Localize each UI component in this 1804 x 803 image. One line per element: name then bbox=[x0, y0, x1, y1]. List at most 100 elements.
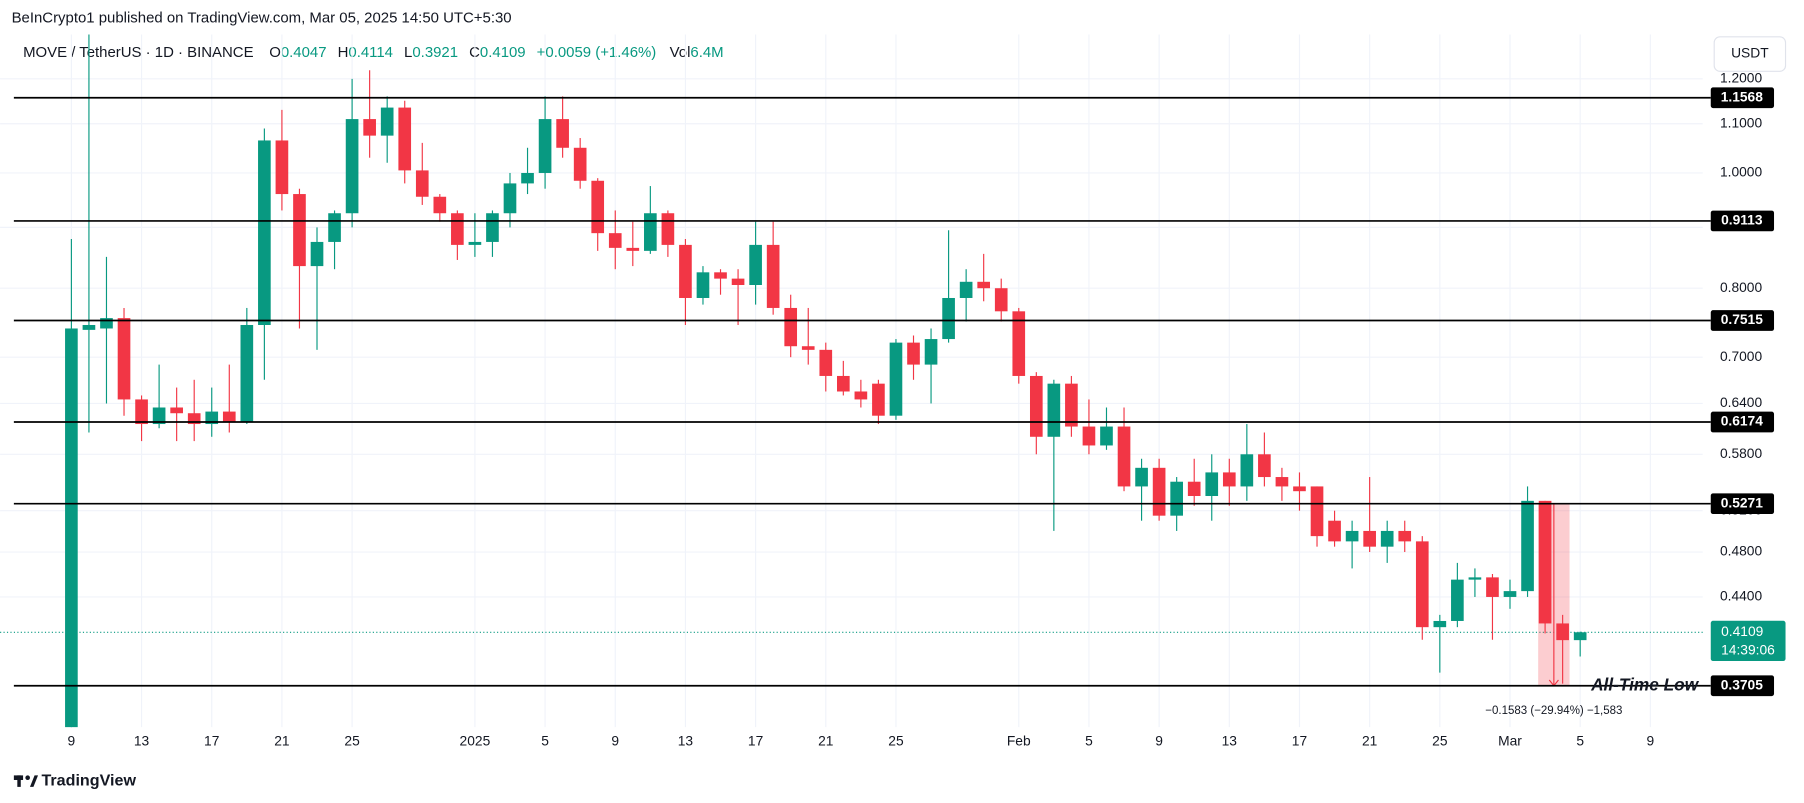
candle-body bbox=[275, 140, 289, 195]
countdown: 14:39:06 bbox=[1721, 642, 1775, 657]
candle-body bbox=[1380, 530, 1394, 547]
x-tick-label: 13 bbox=[134, 734, 150, 749]
candle-body bbox=[1047, 383, 1061, 437]
candle-body bbox=[100, 318, 113, 329]
candle-body bbox=[1328, 520, 1341, 542]
currency-label[interactable]: USDT bbox=[1731, 46, 1769, 61]
level-label: 1.1568 bbox=[1721, 89, 1764, 104]
candle-body bbox=[1029, 375, 1043, 437]
candle-body bbox=[626, 247, 640, 251]
symbol: MOVE / TetherUS · 1D · BINANCE bbox=[23, 44, 254, 61]
change: +0.0059 (+1.46%) bbox=[537, 44, 657, 61]
candle-body bbox=[486, 213, 499, 242]
y-tick-label: 0.7000 bbox=[1720, 349, 1763, 364]
legend-value: 6.4M bbox=[690, 44, 723, 61]
candle-body bbox=[1345, 530, 1359, 542]
candle-body bbox=[398, 107, 412, 171]
candle-body bbox=[608, 233, 622, 248]
last-price-label: 0.4109 bbox=[1721, 624, 1764, 639]
x-tick-label: 17 bbox=[1292, 734, 1307, 749]
candle-body bbox=[854, 391, 868, 400]
candle-body bbox=[1205, 472, 1219, 496]
x-tick-label: 25 bbox=[1432, 734, 1448, 749]
candle-body bbox=[380, 107, 394, 136]
candle-body bbox=[1573, 632, 1587, 641]
y-tick-label: 1.1000 bbox=[1720, 115, 1763, 130]
candle-body bbox=[731, 278, 745, 285]
candle-body bbox=[433, 196, 447, 214]
x-tick-label: 9 bbox=[1647, 734, 1655, 749]
candle-body bbox=[503, 183, 517, 214]
grid bbox=[0, 34, 1703, 728]
level-label: 0.6174 bbox=[1721, 414, 1764, 429]
candle-body bbox=[1310, 486, 1324, 537]
candle-body bbox=[1468, 577, 1482, 580]
x-tick-label: 17 bbox=[204, 734, 219, 749]
candle-body bbox=[1170, 481, 1183, 516]
candle-body bbox=[152, 407, 166, 425]
candle-body bbox=[1275, 477, 1289, 487]
candle-body bbox=[1100, 426, 1113, 446]
candle-body bbox=[1065, 383, 1078, 427]
x-tick-label: 21 bbox=[818, 734, 833, 749]
candle-body bbox=[451, 213, 464, 245]
y-tick-label: 0.5800 bbox=[1720, 446, 1763, 461]
candle-body bbox=[240, 324, 254, 423]
candle-body bbox=[1187, 481, 1201, 496]
last-price-badge bbox=[1710, 620, 1786, 662]
x-tick-label: Feb bbox=[1007, 734, 1031, 749]
x-tick-label: 9 bbox=[611, 734, 619, 749]
candle-body bbox=[258, 140, 271, 325]
candle-body bbox=[556, 119, 569, 148]
candle-body bbox=[1222, 472, 1236, 487]
candle-body bbox=[310, 241, 324, 267]
candle-body bbox=[1415, 541, 1429, 628]
x-tick-label: 2025 bbox=[460, 734, 491, 749]
annotation: All-Time Low bbox=[1590, 674, 1700, 694]
x-tick-label: 21 bbox=[274, 734, 289, 749]
candle-body bbox=[1521, 500, 1534, 592]
candle-body bbox=[1293, 486, 1306, 492]
candle-body bbox=[644, 213, 657, 251]
legend-label: O bbox=[269, 44, 281, 61]
candle-body bbox=[994, 288, 1008, 312]
candle-body bbox=[819, 349, 833, 376]
candle-body bbox=[1398, 530, 1412, 542]
candle-body bbox=[784, 307, 798, 347]
candle-body bbox=[1117, 426, 1131, 487]
footer-logo: TradingView bbox=[13, 771, 136, 789]
level-label: 0.3705 bbox=[1721, 677, 1764, 692]
candle-body bbox=[468, 241, 482, 245]
footer-brand: TradingView bbox=[41, 771, 136, 789]
candle-body bbox=[1538, 500, 1552, 624]
level-badge bbox=[1710, 310, 1775, 331]
x-tick-label: 13 bbox=[678, 734, 694, 749]
candle-body bbox=[942, 297, 955, 340]
y-tick-label: 0.4800 bbox=[1720, 544, 1763, 559]
candle-body bbox=[1258, 454, 1271, 478]
candle-body bbox=[714, 272, 727, 279]
logo-mark bbox=[25, 775, 30, 780]
legend-label: Vol bbox=[670, 44, 691, 61]
x-tick-label: 5 bbox=[1576, 734, 1584, 749]
currency-button[interactable]: USDT bbox=[1713, 36, 1787, 72]
level-badge bbox=[1710, 210, 1775, 232]
candle-body bbox=[889, 342, 903, 416]
candle-body bbox=[1433, 620, 1447, 628]
level-badge bbox=[1710, 411, 1775, 433]
currency-button-box[interactable] bbox=[1713, 36, 1787, 72]
candle-body bbox=[1012, 311, 1026, 376]
candle-body bbox=[363, 119, 376, 136]
x-tick-label: 5 bbox=[1085, 734, 1093, 749]
legend-value: 0.3921 bbox=[412, 44, 458, 61]
candle-body bbox=[82, 324, 96, 330]
candle-body bbox=[872, 383, 885, 416]
level-badge bbox=[1710, 493, 1775, 515]
y-tick-label: 0.8000 bbox=[1720, 280, 1763, 295]
x-tick-label: 5 bbox=[541, 734, 549, 749]
level-badge bbox=[1710, 675, 1775, 697]
x-tick-label: Mar bbox=[1498, 734, 1522, 749]
candle-body bbox=[1556, 623, 1569, 641]
